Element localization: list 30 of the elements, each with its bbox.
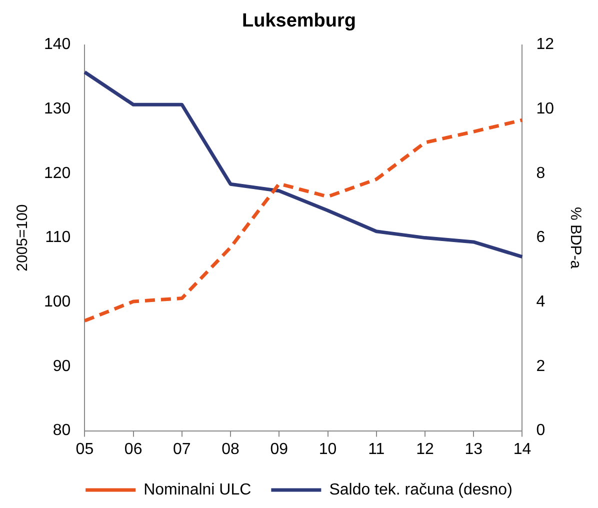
x-tick-label: 07 — [173, 440, 191, 458]
y2-tick-label: 6 — [536, 229, 546, 246]
y2-tick-label: 0 — [536, 422, 546, 440]
y-axis-title: 2005=100 — [14, 204, 32, 272]
x-tick-label: 10 — [318, 440, 337, 458]
y2-tick-label: 2 — [536, 358, 546, 375]
y-tick-label: 110 — [45, 229, 71, 246]
x-tick-label: 14 — [513, 440, 532, 458]
line-series — [82, 118, 524, 323]
y2-tick-label: 4 — [536, 294, 546, 311]
x-tick-label: 11 — [368, 440, 385, 458]
x-tick-label: 06 — [124, 440, 142, 458]
y2-axis-title: % BDP-a — [566, 206, 584, 270]
legend-label: Saldo tek. računa (desno) — [329, 481, 512, 498]
x-tick-label: 09 — [270, 440, 288, 458]
y-tick-label: 120 — [44, 164, 71, 182]
x-tick-label: 13 — [464, 440, 483, 458]
y2-tick-label: 8 — [536, 164, 546, 182]
x-tick-label: 08 — [222, 440, 240, 458]
y-tick-label: 100 — [44, 294, 71, 311]
y-tick-label: 140 — [44, 36, 71, 54]
x-tick-label: 12 — [416, 440, 434, 458]
y2-tick-label: 12 — [536, 36, 554, 54]
y-tick-label: 80 — [52, 422, 71, 440]
chart-title: Luksemburg — [242, 10, 356, 32]
legend-label: Nominalni ULC — [144, 481, 252, 498]
x-tick-label: 05 — [76, 440, 94, 458]
y-tick-label: 130 — [44, 100, 71, 118]
y2-tick-label: 10 — [536, 100, 554, 118]
y-tick-label: 90 — [52, 358, 71, 375]
